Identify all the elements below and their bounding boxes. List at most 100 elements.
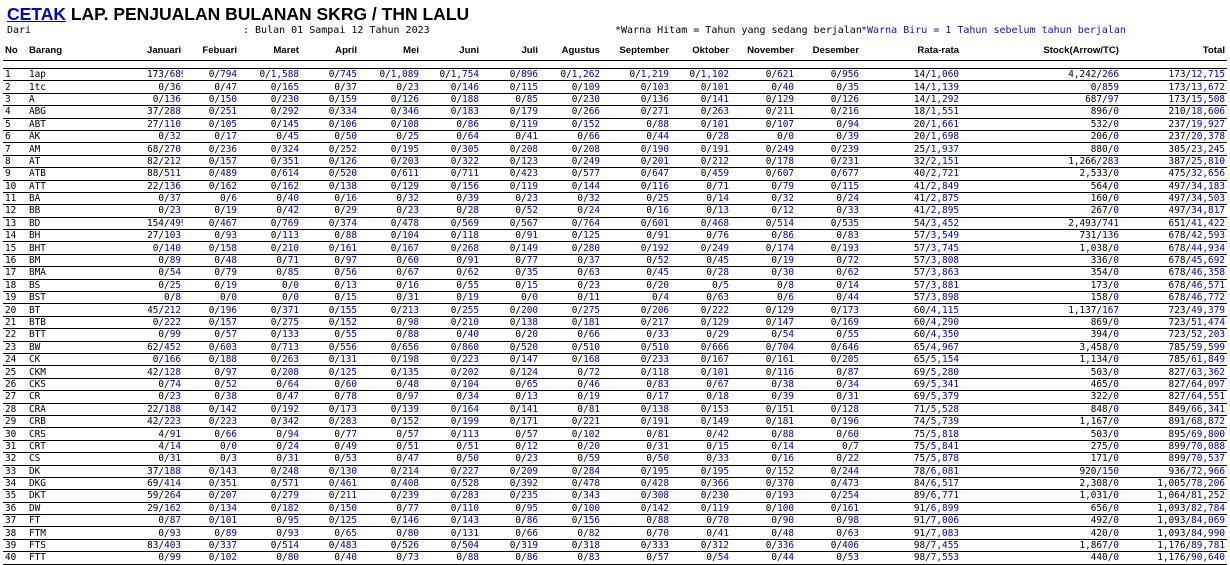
table-cell: FT <box>27 514 145 528</box>
table-cell: 0/102 <box>183 551 239 565</box>
table-cell: 62/452 <box>145 341 183 355</box>
table-cell: 0/100 <box>540 502 602 516</box>
table-cell: 0/19 <box>421 291 481 305</box>
table-cell: 0/147 <box>731 316 796 330</box>
table-cell: 0/19 <box>183 204 239 218</box>
table-cell: 0/33 <box>671 452 731 466</box>
table-cell: 0/374 <box>301 217 359 231</box>
table-cell: 0/7 <box>796 440 861 454</box>
table-cell: 16 <box>3 254 27 268</box>
table-cell: 160/0 <box>961 192 1121 206</box>
table-cell: 0/146 <box>421 80 481 94</box>
table-cell: 31 <box>3 440 27 454</box>
table-cell: 0/126 <box>796 93 861 107</box>
table-cell: 0/50 <box>602 452 671 466</box>
table-row: 13BD154/4990/4670/7690/3740/4780/5690/56… <box>3 217 1227 231</box>
table-cell: 33 <box>3 465 27 478</box>
table-cell: 0/14 <box>731 440 796 454</box>
print-link[interactable]: CETAK <box>7 4 66 24</box>
table-cell: 0/13 <box>671 204 731 218</box>
table-cell: 0/489 <box>183 167 239 181</box>
table-cell: 41/2,875 <box>861 192 961 206</box>
table-cell: 0/577 <box>540 167 602 181</box>
table-cell: 0/66 <box>540 130 602 144</box>
table-cell: 0/133 <box>239 328 301 342</box>
table-cell: 305/23,245 <box>1121 142 1227 156</box>
table-cell: 723/49,379 <box>1121 303 1227 317</box>
table-cell: 0/193 <box>731 489 796 503</box>
table-cell: 34 <box>3 477 27 491</box>
table-cell: 336/0 <box>961 254 1121 268</box>
column-header: Rata-rata <box>861 41 961 61</box>
table-cell: 210/18,606 <box>1121 105 1227 119</box>
table-cell: 0/322 <box>421 155 481 169</box>
table-cell: 475/32,656 <box>1121 167 1227 181</box>
table-row: 9 ATB 88/511 0/489 0/614 0/520 0/611 0/711 0/423… <box>3 167 1227 181</box>
table-cell: 0/206 <box>602 303 671 317</box>
table-cell: 723/51,474 <box>1121 316 1227 330</box>
table-row: 38 FTM 0/93 0/89 0/93 0/65 0/80 0/131 0/66 0/82 0/… <box>3 526 1227 540</box>
table-cell: 0/1,089 <box>359 68 421 82</box>
table-row: 4 ABG 37/288 0/251 0/292 0/334 0/346 0/183 0/179… <box>3 105 1227 119</box>
table-cell: AT <box>27 155 145 169</box>
table-cell: 0/195 <box>671 465 731 478</box>
table-cell: 0/283 <box>301 415 359 429</box>
table-cell: 0/0 <box>183 440 239 454</box>
table-cell: 0/1,754 <box>421 68 481 82</box>
table-cell: 0/88 <box>602 514 671 528</box>
table-cell: 0/217 <box>602 316 671 330</box>
table-cell: 2,533/0 <box>961 167 1121 181</box>
table-cell: 827/64,551 <box>1121 390 1227 404</box>
table-cell: 0/28 <box>671 266 731 280</box>
table-cell: 42/223 <box>145 415 183 429</box>
table-cell: 0/252 <box>301 142 359 156</box>
table-cell: 206/0 <box>961 130 1121 144</box>
table-row: 19 BST 0/8 0/0 0/0 0/15 0/31 0/19 0/0 0/11 0/4 0/63… <box>3 291 1227 305</box>
table-cell: BMA <box>27 266 145 280</box>
table-cell: 0/31 <box>796 390 861 404</box>
table-cell: 1,093/84,069 <box>1121 514 1227 528</box>
table-cell: 0/216 <box>796 105 861 119</box>
table-cell: 75/5,818 <box>861 427 961 441</box>
table-cell: 0/271 <box>602 105 671 119</box>
table-cell: 0/101 <box>183 514 239 528</box>
table-cell: 0/41 <box>671 526 731 540</box>
table-cell: 0/57 <box>481 427 540 441</box>
table-header-row: No Barang Januari Febuari Maret April Mei Juni J… <box>3 41 1227 61</box>
table-row: 5 ABT 27/110 0/105 0/145 0/106 0/108 0/86 0/119 0… <box>3 118 1227 131</box>
table-cell: 0/67 <box>359 266 421 280</box>
table-cell: 0/95 <box>239 514 301 528</box>
table-row: 16 BM 0/89 0/48 0/71 0/97 0/60 0/91 0/77 0/37 0/52… <box>3 254 1227 268</box>
table-cell: 465/0 <box>961 378 1121 392</box>
table-cell: 0/8 <box>145 291 183 305</box>
table-cell: 440/0 <box>961 551 1121 565</box>
column-header: Desember <box>796 41 861 61</box>
table-cell: 0/85 <box>239 266 301 280</box>
table-row: 7 AM 68/270 0/236 0/324 0/252 0/195 0/305 0/208 0… <box>3 142 1227 156</box>
table-cell: 27/103 <box>145 229 183 243</box>
table-cell: 0/15 <box>481 279 540 293</box>
table-cell: 0/60 <box>359 254 421 268</box>
table-row: 18 BS 0/25 0/19 0/0 0/13 0/16 0/55 0/15 0/23 0/20 0… <box>3 279 1227 293</box>
table-cell: 0/167 <box>359 241 421 255</box>
table-cell: 0/713 <box>239 341 301 355</box>
table-cell: DKT <box>27 489 145 503</box>
table-cell: 0/57 <box>183 328 239 342</box>
table-cell: 0/23 <box>481 452 540 466</box>
table-cell: 0/478 <box>540 477 602 491</box>
table-cell: 678/46,772 <box>1121 291 1227 305</box>
table-cell: 98/7,553 <box>861 551 961 565</box>
column-header: Agustus <box>540 41 602 61</box>
table-cell: 0/24 <box>796 192 861 206</box>
table-cell: 497/34,503 <box>1121 192 1227 206</box>
table-cell: 57/3,863 <box>861 266 961 280</box>
table-cell: 0/305 <box>421 142 481 156</box>
table-cell: 0/510 <box>540 341 602 355</box>
table-cell: 0/161 <box>731 353 796 367</box>
table-cell: 896/0 <box>961 105 1121 119</box>
table-cell: 0/152 <box>301 316 359 330</box>
table-cell: 1,867/0 <box>961 539 1121 553</box>
table-row: 29 CRB 42/223 0/223 0/342 0/283 0/152 0/199 0/17… <box>3 415 1227 429</box>
table-cell: 27/110 <box>145 118 183 131</box>
table-cell: 0/167 <box>671 353 731 367</box>
